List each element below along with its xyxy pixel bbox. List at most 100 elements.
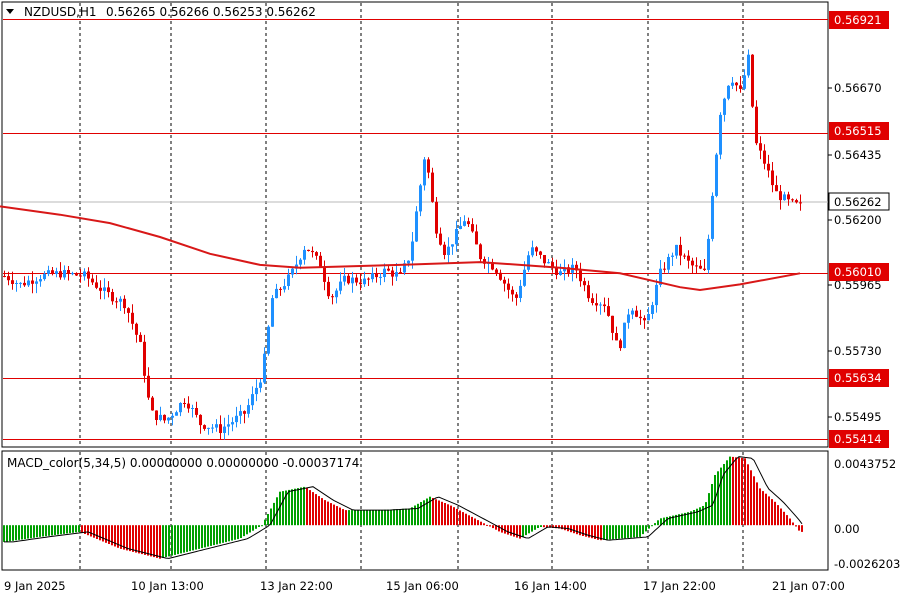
macd-bar xyxy=(234,525,236,540)
macd-bar xyxy=(54,525,56,535)
candle-body xyxy=(163,414,166,421)
macd-bar xyxy=(141,525,143,555)
macd-bar xyxy=(528,525,530,534)
macd-bar xyxy=(729,456,731,526)
candle-body xyxy=(731,82,734,86)
macd-bar xyxy=(654,523,656,526)
macd-bar xyxy=(585,525,587,537)
candle-body xyxy=(263,353,266,383)
macd-bar xyxy=(636,525,638,538)
candle-body xyxy=(519,285,522,298)
price-pane[interactable] xyxy=(1,1,829,448)
candle-body xyxy=(175,412,178,416)
macd-bar xyxy=(741,457,743,526)
candle-body xyxy=(151,397,154,411)
candle-body xyxy=(683,255,686,257)
macd-bar xyxy=(573,525,575,534)
time-axis[interactable]: 9 Jan 2025 10 Jan 13:00 13 Jan 22:00 15 … xyxy=(4,579,845,593)
macd-bar xyxy=(720,467,722,526)
level-label: 0.55414 xyxy=(834,432,882,446)
candle-body xyxy=(195,408,198,415)
candle-body xyxy=(219,424,222,433)
macd-bar xyxy=(285,490,287,526)
macd-bar xyxy=(228,525,230,542)
macd-bar xyxy=(783,511,785,526)
macd-bar xyxy=(288,489,290,526)
macd-bar xyxy=(306,488,308,526)
macd-bar xyxy=(645,525,647,532)
macd-bar xyxy=(78,525,80,532)
candle-body xyxy=(723,98,726,115)
macd-bar xyxy=(60,525,62,535)
macd-pane[interactable] xyxy=(1,450,829,571)
candle-body xyxy=(167,417,170,421)
macd-bar xyxy=(189,525,191,552)
macd-bar xyxy=(198,525,200,549)
macd-bar xyxy=(348,510,350,526)
candle-body xyxy=(3,276,6,277)
horizontal-levels[interactable] xyxy=(3,19,828,440)
macd-bar xyxy=(282,491,284,526)
macd-bar xyxy=(270,508,272,526)
macd-scale[interactable]: 0.0043752 0.00 -0.0026203 xyxy=(834,457,900,571)
candle-body xyxy=(343,275,346,282)
candle-body xyxy=(483,259,486,264)
macd-bar xyxy=(483,523,485,526)
macd-bar xyxy=(432,498,434,526)
macd-bar xyxy=(417,503,419,526)
macd-bar xyxy=(297,488,299,526)
macd-bar xyxy=(786,515,788,526)
candle-body xyxy=(639,316,642,319)
candle-body xyxy=(727,85,730,99)
macd-bar xyxy=(777,505,779,526)
candle-body xyxy=(135,323,138,335)
macd-bar xyxy=(732,456,734,526)
macd-bar xyxy=(429,496,431,526)
candle-body xyxy=(75,273,78,276)
candle-body xyxy=(607,306,610,316)
macd-bar xyxy=(330,503,332,526)
level-label: 0.56515 xyxy=(834,124,882,138)
candle-body xyxy=(443,244,446,255)
macd-bar xyxy=(705,502,707,526)
macd-bar xyxy=(537,525,539,528)
macd-bar xyxy=(210,525,212,546)
candle-body xyxy=(203,425,206,429)
macd-bar xyxy=(504,525,506,534)
time-tick: 17 Jan 22:00 xyxy=(643,579,716,593)
candle-body xyxy=(123,298,126,309)
candle-body xyxy=(743,75,746,89)
macd-bar xyxy=(93,525,95,538)
candle-body xyxy=(511,289,514,295)
candle-body xyxy=(711,195,714,239)
macd-bar xyxy=(294,488,296,526)
macd-title: MACD_color(5,34,5) 0.00000000 0.00000000… xyxy=(7,456,359,470)
macd-bar xyxy=(18,525,20,540)
candle-body xyxy=(503,279,506,284)
macd-bar xyxy=(219,525,221,544)
candle-body xyxy=(127,308,130,313)
macd-bar xyxy=(675,514,677,526)
candle-body xyxy=(91,278,94,283)
macd-bar xyxy=(177,525,179,555)
macd-bar xyxy=(129,525,131,552)
candle-body xyxy=(7,276,10,281)
price-scale[interactable]: 0.56670 0.56435 0.56200 0.55965 0.55730 … xyxy=(828,81,882,424)
macd-tick: 0.0043752 xyxy=(834,457,896,471)
candle-body xyxy=(199,414,202,426)
macd-bar xyxy=(798,525,800,531)
collapse-triangle-icon[interactable] xyxy=(6,9,14,14)
macd-bar xyxy=(120,525,122,549)
macd-bar xyxy=(69,525,71,534)
macd-bar xyxy=(15,525,17,541)
candle-body xyxy=(27,280,30,286)
candle-body xyxy=(411,241,414,261)
macd-bar xyxy=(759,488,761,526)
macd-bar xyxy=(327,501,329,526)
candle-body xyxy=(279,288,282,290)
macd-bar xyxy=(756,482,758,526)
candle-body xyxy=(327,281,330,297)
candle-body xyxy=(587,285,590,299)
macd-bar xyxy=(582,525,584,536)
